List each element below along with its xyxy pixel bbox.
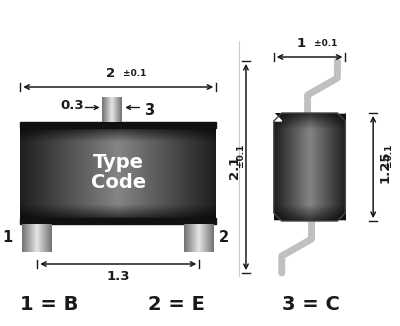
Polygon shape — [274, 113, 282, 121]
Text: 2 = E: 2 = E — [148, 294, 205, 314]
Polygon shape — [337, 221, 345, 229]
Text: 2.1: 2.1 — [228, 155, 241, 179]
Text: Type: Type — [93, 154, 144, 172]
Polygon shape — [274, 221, 282, 229]
Polygon shape — [337, 105, 345, 113]
Text: 1.3: 1.3 — [106, 270, 130, 283]
Text: ±0.1: ±0.1 — [314, 39, 337, 48]
Text: 2: 2 — [219, 230, 229, 245]
Text: 3 = C: 3 = C — [282, 294, 340, 314]
Text: ±0.1: ±0.1 — [123, 69, 147, 78]
Bar — [20, 122, 216, 128]
Text: ±0.1: ±0.1 — [384, 143, 393, 167]
Text: Code: Code — [91, 173, 146, 192]
Text: 1 = B: 1 = B — [20, 294, 78, 314]
Text: 1: 1 — [297, 37, 306, 50]
Text: ±0.1: ±0.1 — [236, 143, 245, 167]
Text: 2: 2 — [106, 67, 115, 80]
Text: 1.25: 1.25 — [378, 151, 391, 183]
Bar — [20, 218, 216, 224]
Text: 3: 3 — [144, 103, 154, 118]
Text: 1: 1 — [2, 230, 12, 245]
Text: 0.3: 0.3 — [61, 99, 84, 112]
